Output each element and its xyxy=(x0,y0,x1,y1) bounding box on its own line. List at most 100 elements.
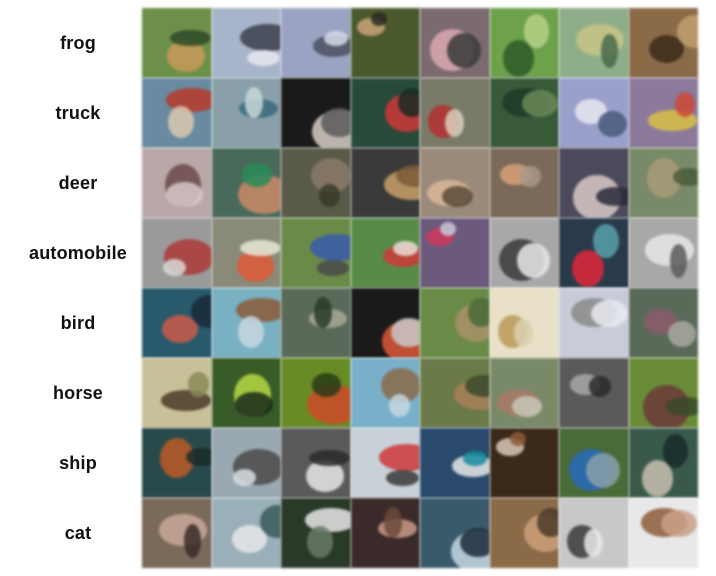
tile-shape xyxy=(162,314,198,343)
tile-shape xyxy=(305,508,351,532)
tile-shape xyxy=(465,374,490,397)
generated-sample-tile xyxy=(420,498,490,568)
row-label-7: ship xyxy=(59,452,97,473)
generated-sample-tile xyxy=(281,428,351,498)
tile-shape xyxy=(537,508,559,538)
generated-sample-tile xyxy=(281,288,351,358)
tile-shape xyxy=(321,107,351,138)
generated-sample-tile xyxy=(628,358,698,428)
tile-shape xyxy=(170,29,212,47)
tile-shape xyxy=(511,395,543,417)
generated-sample-tile xyxy=(142,288,212,358)
generated-sample-tile xyxy=(628,8,698,78)
tile-shape xyxy=(398,88,420,118)
tile-shape xyxy=(314,296,333,328)
tile-shape xyxy=(395,164,420,187)
tile-shape xyxy=(595,187,629,207)
tile-shape xyxy=(188,371,209,398)
tile-shape xyxy=(393,241,418,257)
generated-sample-tile xyxy=(489,218,559,288)
generated-sample-tile xyxy=(281,8,351,78)
tile-shape xyxy=(323,31,349,47)
tile-shape xyxy=(186,448,212,467)
generated-sample-tile xyxy=(628,288,698,358)
tile-shape xyxy=(588,376,611,397)
row-label-2: truck xyxy=(55,102,101,123)
tile-shape xyxy=(444,109,464,138)
tile-shape xyxy=(239,239,281,257)
row-label-1: frog xyxy=(60,32,96,53)
generated-sample-tile xyxy=(420,148,490,218)
generated-sample-tile xyxy=(559,358,629,428)
generated-sample-tile xyxy=(142,148,212,218)
tile-shape xyxy=(677,15,698,48)
generated-sample-tile xyxy=(489,78,559,148)
tile-shape xyxy=(462,451,488,467)
tile-shape xyxy=(309,233,351,261)
generated-sample-tile xyxy=(559,218,629,288)
tile-shape xyxy=(600,34,618,68)
generated-sample-tile xyxy=(281,218,351,288)
tile-shape xyxy=(370,12,387,26)
generated-sample-tile xyxy=(559,8,629,78)
generated-sample-tile xyxy=(350,8,420,78)
row-label-6: horse xyxy=(52,382,104,403)
generated-sample-tile xyxy=(559,428,629,498)
generated-sample-tile xyxy=(628,218,698,288)
tile-shape xyxy=(641,460,674,498)
tile-shape xyxy=(662,433,689,468)
generated-sample-tile xyxy=(420,428,490,498)
tile-shape xyxy=(242,163,272,187)
generated-sample-tile xyxy=(489,498,559,568)
tile-shape xyxy=(509,432,526,446)
row-label-3: deer xyxy=(58,172,98,193)
generated-sample-tile xyxy=(420,288,490,358)
generated-sample-tile xyxy=(628,148,698,218)
generated-sample-tile xyxy=(350,358,420,428)
tile-shape xyxy=(166,88,212,112)
tile-shape xyxy=(383,506,402,538)
tile-shape xyxy=(311,373,342,397)
generated-sample-tile xyxy=(420,218,490,288)
tile-shape xyxy=(591,300,628,328)
tile-shape xyxy=(163,258,187,277)
tile-shape xyxy=(665,397,698,417)
class-labels: frog truck deer automobile bird horse sh… xyxy=(14,8,142,568)
generated-sample-tile xyxy=(211,428,281,498)
tile-shape xyxy=(672,168,698,187)
tile-shape xyxy=(519,166,542,187)
row-label-5: bird xyxy=(60,312,96,333)
generated-sample-tile xyxy=(350,218,420,288)
tile-shape xyxy=(237,316,264,348)
tile-shape xyxy=(442,185,473,207)
generated-sample-tile xyxy=(142,498,212,568)
row-label-4: automobile xyxy=(28,242,127,263)
tile-shape xyxy=(232,468,256,487)
generated-sample-tile xyxy=(211,8,281,78)
tile-shape xyxy=(583,529,603,558)
tile-shape xyxy=(514,319,534,348)
row-label-8: cat xyxy=(64,522,92,543)
generated-sample-tile xyxy=(211,78,281,148)
generated-sample-tile xyxy=(281,358,351,428)
tile-shape xyxy=(572,250,604,288)
generated-sample-tile xyxy=(489,288,559,358)
generated-sample-tile xyxy=(142,78,212,148)
tile-shape xyxy=(247,50,280,67)
tile-shape xyxy=(593,223,619,258)
generated-sample-tile xyxy=(211,288,281,358)
tile-shape xyxy=(190,295,212,328)
generated-sample-tile xyxy=(489,148,559,218)
generated-sample-tile xyxy=(350,78,420,148)
generated-sample-tile xyxy=(420,8,490,78)
tile-shape xyxy=(670,244,688,278)
generated-sample-tile xyxy=(211,218,281,288)
tile-shape xyxy=(586,452,620,488)
generated-sample-tile xyxy=(142,428,212,498)
tile-shape xyxy=(235,298,281,322)
generated-sample-tile xyxy=(281,78,351,148)
tile-shape xyxy=(447,32,481,68)
tile-shape xyxy=(235,392,273,417)
generated-sample-tile xyxy=(420,78,490,148)
